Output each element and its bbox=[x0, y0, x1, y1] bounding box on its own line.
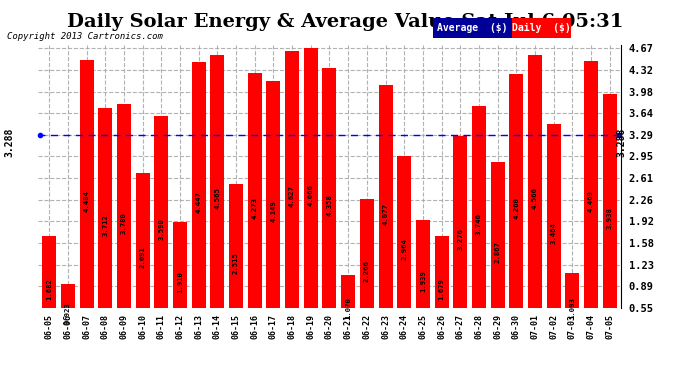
Bar bbox=[155, 116, 168, 342]
Bar bbox=[98, 108, 112, 342]
Text: 3.464: 3.464 bbox=[551, 222, 557, 244]
Text: Copyright 2013 Cartronics.com: Copyright 2013 Cartronics.com bbox=[7, 32, 163, 41]
Bar bbox=[210, 55, 224, 342]
Text: 3.746: 3.746 bbox=[476, 213, 482, 235]
Bar bbox=[341, 275, 355, 342]
Bar bbox=[379, 86, 393, 342]
Text: 4.666: 4.666 bbox=[308, 184, 314, 206]
Text: 2.515: 2.515 bbox=[233, 252, 239, 274]
Text: 3.590: 3.590 bbox=[158, 218, 164, 240]
Bar bbox=[192, 62, 206, 342]
Text: 3.780: 3.780 bbox=[121, 212, 127, 234]
Bar bbox=[435, 236, 448, 342]
Text: Average  ($): Average ($) bbox=[437, 23, 508, 33]
Bar bbox=[248, 73, 262, 342]
Text: 2.266: 2.266 bbox=[364, 260, 370, 282]
Bar bbox=[453, 136, 467, 342]
Text: 4.565: 4.565 bbox=[215, 188, 220, 209]
Bar bbox=[360, 200, 374, 342]
Bar bbox=[61, 284, 75, 342]
Text: 4.358: 4.358 bbox=[326, 194, 333, 216]
Bar bbox=[136, 173, 150, 342]
Text: 4.273: 4.273 bbox=[252, 197, 258, 219]
Text: 3.276: 3.276 bbox=[457, 228, 463, 250]
Text: 3.288: 3.288 bbox=[4, 128, 14, 157]
Text: 4.260: 4.260 bbox=[513, 197, 520, 219]
Bar bbox=[509, 74, 523, 342]
Bar bbox=[229, 184, 243, 342]
Bar bbox=[42, 236, 56, 342]
Text: 1.910: 1.910 bbox=[177, 271, 183, 293]
Bar bbox=[397, 156, 411, 342]
Text: 1.682: 1.682 bbox=[46, 278, 52, 300]
Text: 4.447: 4.447 bbox=[196, 191, 201, 213]
Bar bbox=[603, 94, 617, 342]
Text: 1.939: 1.939 bbox=[420, 270, 426, 292]
Bar bbox=[285, 51, 299, 342]
Text: 3.712: 3.712 bbox=[102, 214, 108, 236]
Bar bbox=[322, 68, 337, 342]
Bar bbox=[472, 106, 486, 342]
Bar bbox=[584, 61, 598, 342]
Bar bbox=[79, 60, 94, 342]
Text: Daily  ($): Daily ($) bbox=[512, 23, 571, 33]
Text: 4.627: 4.627 bbox=[289, 186, 295, 207]
Text: 4.566: 4.566 bbox=[532, 188, 538, 209]
Bar bbox=[565, 273, 580, 342]
Text: 4.469: 4.469 bbox=[588, 190, 594, 212]
Bar bbox=[491, 162, 504, 342]
Text: 1.070: 1.070 bbox=[345, 297, 351, 320]
Bar bbox=[528, 55, 542, 342]
Text: 2.964: 2.964 bbox=[401, 238, 407, 260]
Text: 0.923: 0.923 bbox=[65, 302, 71, 324]
Text: 2.691: 2.691 bbox=[139, 246, 146, 268]
Bar bbox=[117, 104, 131, 342]
Text: 2.867: 2.867 bbox=[495, 241, 501, 263]
Bar bbox=[266, 81, 280, 342]
Bar bbox=[546, 124, 561, 342]
Bar bbox=[416, 220, 430, 342]
Bar bbox=[173, 222, 187, 342]
Text: 4.484: 4.484 bbox=[83, 190, 90, 212]
Text: 1.093: 1.093 bbox=[569, 297, 575, 319]
Text: 3.938: 3.938 bbox=[607, 207, 613, 229]
Text: 4.077: 4.077 bbox=[382, 203, 388, 225]
Text: 1.679: 1.679 bbox=[439, 278, 444, 300]
Text: Daily Solar Energy & Average Value Sat Jul 6 05:31: Daily Solar Energy & Average Value Sat J… bbox=[67, 13, 623, 31]
Bar bbox=[304, 48, 318, 342]
Text: 3.288: 3.288 bbox=[616, 128, 626, 157]
Text: 4.149: 4.149 bbox=[270, 201, 277, 222]
